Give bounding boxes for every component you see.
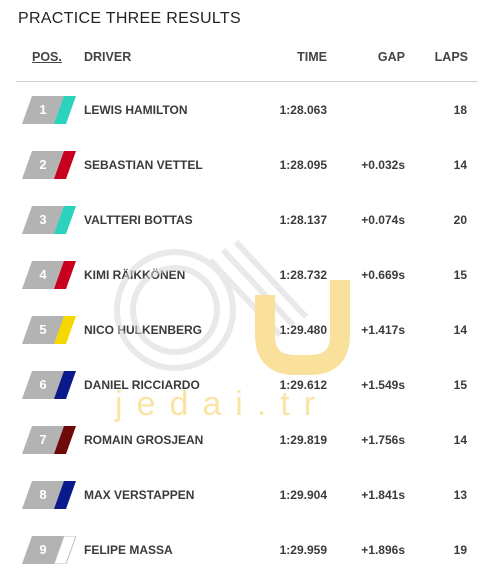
lap-time: 1:29.819 <box>279 433 327 447</box>
team-color-stripe-icon <box>22 96 76 124</box>
position-number: 2 <box>39 157 47 172</box>
position-badge: 5 <box>22 316 76 344</box>
driver-name[interactable]: FELIPE MASSA <box>84 543 173 557</box>
table-row[interactable]: 6 DANIEL RICCIARDO 1:29.612 +1.549s 15 <box>0 357 496 412</box>
gap-value: +1.896s <box>361 543 405 557</box>
table-row[interactable]: 1 LEWIS HAMILTON 1:28.063 18 <box>0 82 496 137</box>
position-badge: 8 <box>22 481 76 509</box>
position-badge: 1 <box>22 96 76 124</box>
table-row[interactable]: 9 FELIPE MASSA 1:29.959 +1.896s 19 <box>0 522 496 577</box>
gap-value: +0.074s <box>361 213 405 227</box>
team-color-stripe-icon <box>22 206 76 234</box>
gap-value: +1.841s <box>361 488 405 502</box>
table-row[interactable]: 4 KIMI RÄIKKÖNEN 1:28.732 +0.669s 15 <box>0 247 496 302</box>
driver-name[interactable]: VALTTERI BOTTAS <box>84 213 193 227</box>
laps-count: 18 <box>453 103 467 117</box>
laps-count: 19 <box>453 543 467 557</box>
driver-name[interactable]: ROMAIN GROSJEAN <box>84 433 204 447</box>
position-badge: 3 <box>22 206 76 234</box>
team-color-stripe-icon <box>22 316 76 344</box>
driver-name[interactable]: LEWIS HAMILTON <box>84 103 188 117</box>
laps-count: 14 <box>453 323 467 337</box>
header-divider <box>16 81 478 82</box>
position-badge: 7 <box>22 426 76 454</box>
gap-value: +0.032s <box>361 158 405 172</box>
position-badge: 9 <box>22 536 76 564</box>
laps-count: 15 <box>453 268 467 282</box>
table-row[interactable]: 8 MAX VERSTAPPEN 1:29.904 +1.841s 13 <box>0 467 496 522</box>
table-row[interactable]: 3 VALTTERI BOTTAS 1:28.137 +0.074s 20 <box>0 192 496 247</box>
position-number: 1 <box>39 102 47 117</box>
position-number: 4 <box>39 267 47 282</box>
position-number: 9 <box>39 542 47 557</box>
column-header-driver: DRIVER <box>84 50 132 64</box>
position-badge: 4 <box>22 261 76 289</box>
laps-count: 14 <box>453 158 467 172</box>
team-color-stripe-icon <box>22 371 76 399</box>
laps-count: 15 <box>453 378 467 392</box>
table-row[interactable]: 5 NICO HULKENBERG 1:29.480 +1.417s 14 <box>0 302 496 357</box>
lap-time: 1:29.904 <box>279 488 327 502</box>
driver-name[interactable]: NICO HULKENBERG <box>84 323 203 337</box>
team-color-stripe-icon <box>22 151 76 179</box>
page-title: PRACTICE THREE RESULTS <box>18 10 241 27</box>
position-number: 7 <box>39 432 47 447</box>
driver-name[interactable]: MAX VERSTAPPEN <box>84 488 195 502</box>
gap-value: +1.549s <box>361 378 405 392</box>
laps-count: 14 <box>453 433 467 447</box>
table-row[interactable]: 2 SEBASTIAN VETTEL 1:28.095 +0.032s 14 <box>0 137 496 192</box>
column-header-pos[interactable]: POS. <box>32 50 62 64</box>
position-number: 6 <box>39 377 47 392</box>
gap-value: +1.417s <box>361 323 405 337</box>
driver-name[interactable]: SEBASTIAN VETTEL <box>84 158 203 172</box>
position-number: 5 <box>39 322 47 337</box>
position-badge: 2 <box>22 151 76 179</box>
laps-count: 20 <box>453 213 467 227</box>
column-header-gap: GAP <box>377 50 405 64</box>
table-row[interactable]: 7 ROMAIN GROSJEAN 1:29.819 +1.756s 14 <box>0 412 496 467</box>
driver-name[interactable]: DANIEL RICCIARDO <box>84 378 200 392</box>
gap-value: +1.756s <box>361 433 405 447</box>
lap-time: 1:28.137 <box>279 213 327 227</box>
team-color-stripe-icon <box>22 426 76 454</box>
position-badge: 6 <box>22 371 76 399</box>
results-table-header: POS. DRIVER TIME GAP LAPS <box>0 50 496 72</box>
team-color-stripe-icon <box>22 536 76 564</box>
lap-time: 1:28.732 <box>279 268 327 282</box>
column-header-laps: LAPS <box>434 50 468 64</box>
column-header-time: TIME <box>297 50 327 64</box>
laps-count: 13 <box>453 488 467 502</box>
lap-time: 1:28.063 <box>279 103 327 117</box>
results-table-body: 1 LEWIS HAMILTON 1:28.063 18 2 SEBASTIAN… <box>0 82 496 577</box>
gap-value: +0.669s <box>361 268 405 282</box>
lap-time: 1:29.612 <box>279 378 327 392</box>
driver-name[interactable]: KIMI RÄIKKÖNEN <box>84 268 186 282</box>
position-number: 8 <box>39 487 47 502</box>
lap-time: 1:29.959 <box>279 543 327 557</box>
lap-time: 1:28.095 <box>279 158 327 172</box>
team-color-stripe-icon <box>22 261 76 289</box>
lap-time: 1:29.480 <box>279 323 327 337</box>
team-color-stripe-icon <box>22 481 76 509</box>
position-number: 3 <box>39 212 47 227</box>
